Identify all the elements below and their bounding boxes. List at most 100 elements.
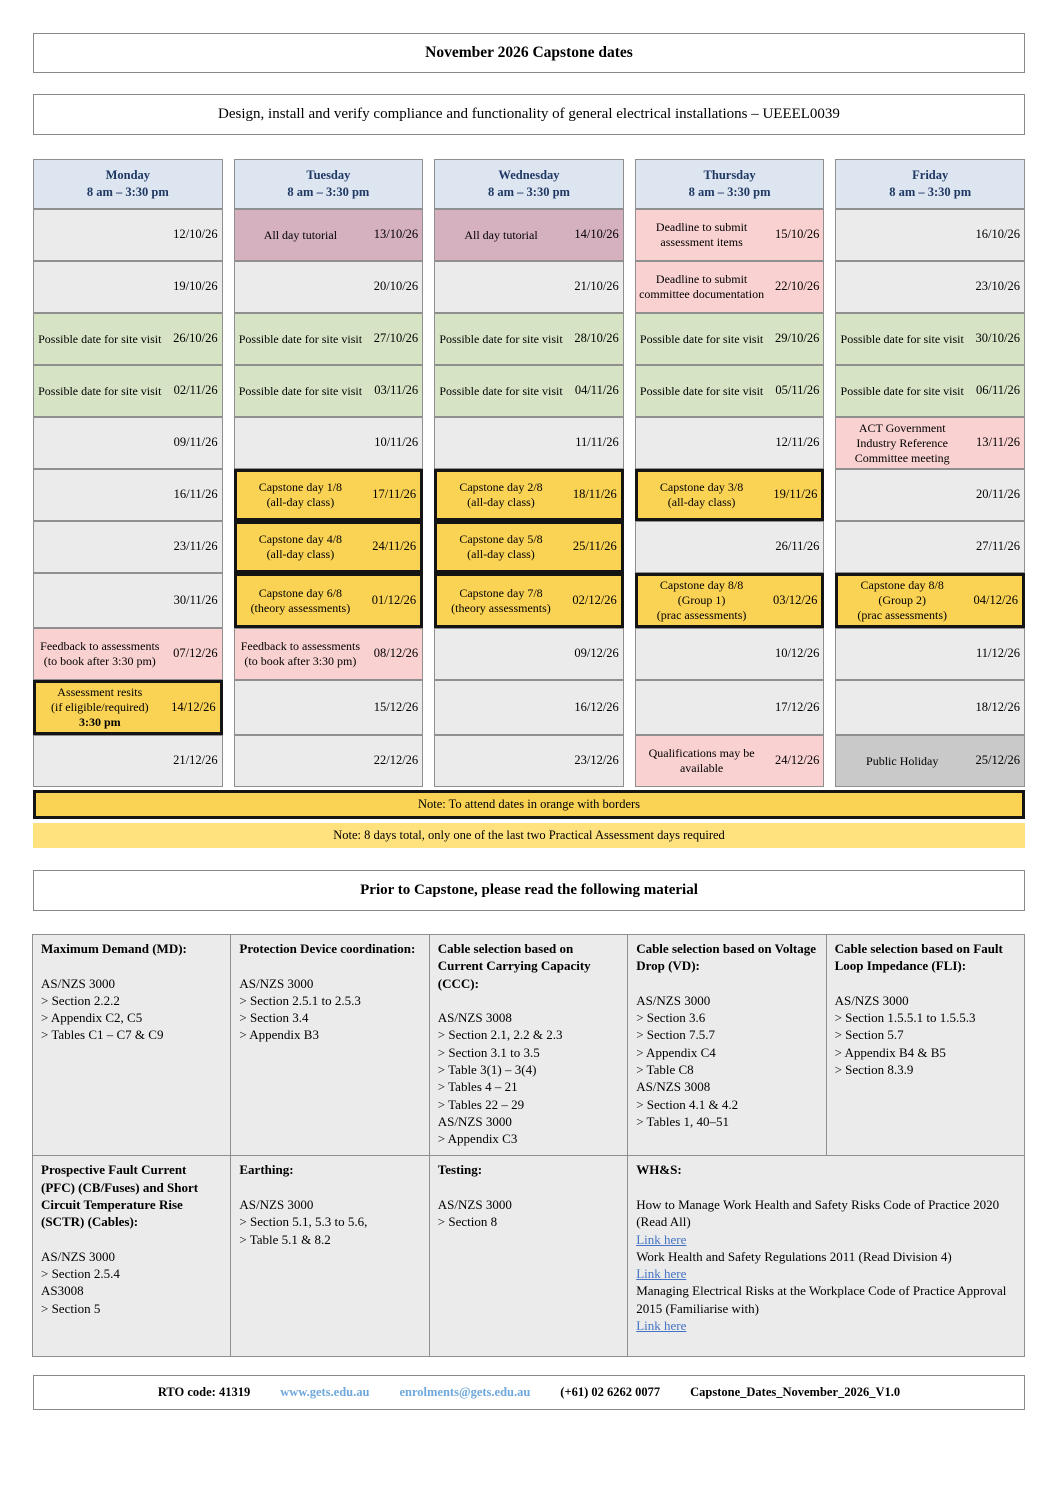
material-title: Earthing:: [239, 1162, 294, 1178]
calendar-cell: 16/12/26: [434, 680, 624, 735]
cell-label: Public Holiday: [838, 754, 966, 769]
cell-date: 17/11/26: [372, 487, 417, 502]
cell-date: 25/11/26: [572, 539, 617, 554]
calendar-cell: 10/12/26: [634, 628, 825, 680]
material-link[interactable]: Link here: [636, 1266, 687, 1282]
day-name: Thursday: [703, 168, 756, 183]
note-days-required: Note: 8 days total, only one of the last…: [33, 823, 1025, 848]
note-attendance: Note: To attend dates in orange with bor…: [33, 790, 1025, 819]
material-line: [835, 975, 1016, 992]
material-line: > Tables C1 – C7 & C9: [41, 1027, 164, 1043]
cell-date: 19/10/26: [173, 279, 218, 294]
cell-date: 15/10/26: [774, 227, 820, 242]
document-page: November 2026 Capstone dates Design, ins…: [32, 0, 1025, 1411]
material-line: AS/NZS 3000: [239, 975, 314, 991]
calendar-cell: 23/12/26: [434, 735, 624, 787]
cell-label: Capstone day 8/8 (Group 2) (prac assessm…: [840, 578, 964, 623]
cell-date: 24/11/26: [372, 539, 417, 554]
day-time: 8 am – 3:30 pm: [488, 185, 570, 199]
cell-label: Possible date for site visit: [838, 332, 966, 347]
material-cell: Maximum Demand (MD): AS/NZS 3000 > Sectio…: [32, 934, 232, 1157]
cell-label: Possible date for site visit: [36, 332, 164, 347]
cell-date: 23/10/26: [975, 279, 1020, 294]
calendar-cell: 21/12/26: [33, 735, 223, 787]
cell-date: 29/10/26: [774, 331, 820, 346]
cell-date: 02/12/26: [572, 592, 617, 607]
subject-title: Design, install and verify compliance an…: [33, 94, 1025, 135]
cell-date: 04/12/26: [973, 592, 1018, 607]
cell-date: 17/12/26: [774, 699, 820, 714]
cell-label-text: Possible date for site visit: [38, 331, 162, 346]
cell-label-text: Possible date for site visit: [639, 383, 764, 398]
material-line: > Appendix C3: [437, 1131, 518, 1147]
cell-date: 13/10/26: [373, 227, 419, 242]
material-title: WH&S:: [636, 1162, 682, 1178]
cell-label: Assessment resits (if eligible/required)…: [38, 685, 162, 730]
material-line: AS/NZS 3000: [239, 1196, 314, 1212]
footer-link[interactable]: enrolments@gets.edu.au: [399, 1385, 531, 1400]
footer-link[interactable]: www.gets.edu.au: [280, 1385, 370, 1400]
material-line: AS/NZS 3000: [41, 975, 116, 991]
day-header-wednesday: Wednesday 8 am – 3:30 pm: [434, 159, 624, 209]
material-line: [438, 1179, 619, 1196]
cell-label: Capstone day 3/8 (all-day class): [640, 480, 764, 510]
cell-date: 03/12/26: [772, 592, 818, 607]
material-title: Testing:: [437, 1162, 483, 1178]
cell-date: 04/11/26: [574, 383, 619, 398]
cell-label-text: Capstone day 7/8 (theory assessments): [451, 585, 551, 615]
page-title: November 2026 Capstone dates: [33, 33, 1025, 73]
cell-label: Capstone day 7/8 (theory assessments): [439, 586, 563, 616]
cell-date: 30/11/26: [173, 592, 218, 607]
calendar-cell: 10/11/26: [233, 417, 424, 469]
footer-text: (+61) 02 6262 0077: [560, 1385, 661, 1400]
cell-date: 16/11/26: [173, 487, 218, 502]
material-link[interactable]: Link here: [636, 1231, 687, 1247]
material-line: > Section 5.7: [834, 1027, 904, 1043]
cell-label: Possible date for site visit: [638, 384, 766, 399]
material-line: AS/NZS 3008: [636, 1079, 711, 1095]
cell-label: Possible date for site visit: [237, 384, 365, 399]
cell-date: 11/11/26: [575, 435, 619, 450]
calendar-cell: 20/11/26: [835, 469, 1025, 521]
material-cell: Earthing: AS/NZS 3000 > Section 5.1, 5.3 …: [230, 1155, 430, 1358]
cell-label-text: Capstone day 4/8 (all-day class): [258, 532, 343, 561]
cell-label-text: Public Holiday: [866, 753, 939, 768]
calendar-cell: 12/10/26: [33, 209, 223, 261]
material-line: > Appendix B3: [239, 1027, 319, 1043]
cell-label-time: 3:30 pm: [78, 715, 121, 729]
calendar-cell: Assessment resits (if eligible/required)…: [33, 680, 223, 735]
cell-date: 16/10/26: [975, 227, 1020, 242]
material-line: > Appendix C2, C5: [41, 1010, 143, 1026]
cell-label: Deadline to submit assessment items: [638, 220, 766, 250]
cell-label-text: Possible date for site visit: [238, 331, 363, 346]
material-line: > Tables 22 – 29: [437, 1096, 525, 1112]
material-line: > Section 8: [437, 1214, 498, 1230]
cell-label: Possible date for site visit: [638, 332, 766, 347]
day-header-thursday: Thursday 8 am – 3:30 pm: [634, 159, 825, 209]
cell-date: 26/10/26: [173, 331, 218, 346]
cell-date: 14/12/26: [171, 699, 216, 714]
cell-label: Capstone day 5/8 (all-day class): [439, 532, 563, 562]
cell-label-text: Possible date for site visit: [639, 331, 764, 346]
material-line: AS/NZS 3000: [437, 1196, 512, 1212]
material-line: > Table 3(1) – 3(4): [437, 1061, 537, 1077]
calendar-cell: Possible date for site visit 26/10/26: [33, 313, 223, 365]
calendar-cell: All day tutorial 14/10/26: [434, 209, 624, 261]
calendar-cell: 21/10/26: [434, 261, 624, 313]
footer-text: Capstone_Dates_November_2026_V1.0: [690, 1385, 901, 1400]
material-line: AS3008: [41, 1283, 84, 1299]
day-header-friday: Friday 8 am – 3:30 pm: [835, 159, 1025, 209]
cell-date: 26/11/26: [775, 539, 820, 554]
material-line: > Section 1.5.5.1 to 1.5.5.3: [834, 1010, 976, 1026]
calendar-cell: Deadline to submit assessment items 15/10…: [634, 209, 825, 261]
cell-label-text: ACT Government Industry Reference Commit…: [854, 420, 950, 465]
cell-date: 28/10/26: [574, 331, 619, 346]
cell-date: 10/12/26: [774, 646, 820, 661]
material-link[interactable]: Link here: [636, 1317, 687, 1333]
cell-label-text: All day tutorial: [464, 227, 538, 242]
material-line: [41, 957, 222, 974]
cell-date: 21/10/26: [574, 279, 619, 294]
cell-date: 05/11/26: [775, 383, 820, 398]
cell-label: Feedback to assessments (to book after 3…: [36, 639, 164, 669]
calendar-cell: 11/11/26: [434, 417, 624, 469]
